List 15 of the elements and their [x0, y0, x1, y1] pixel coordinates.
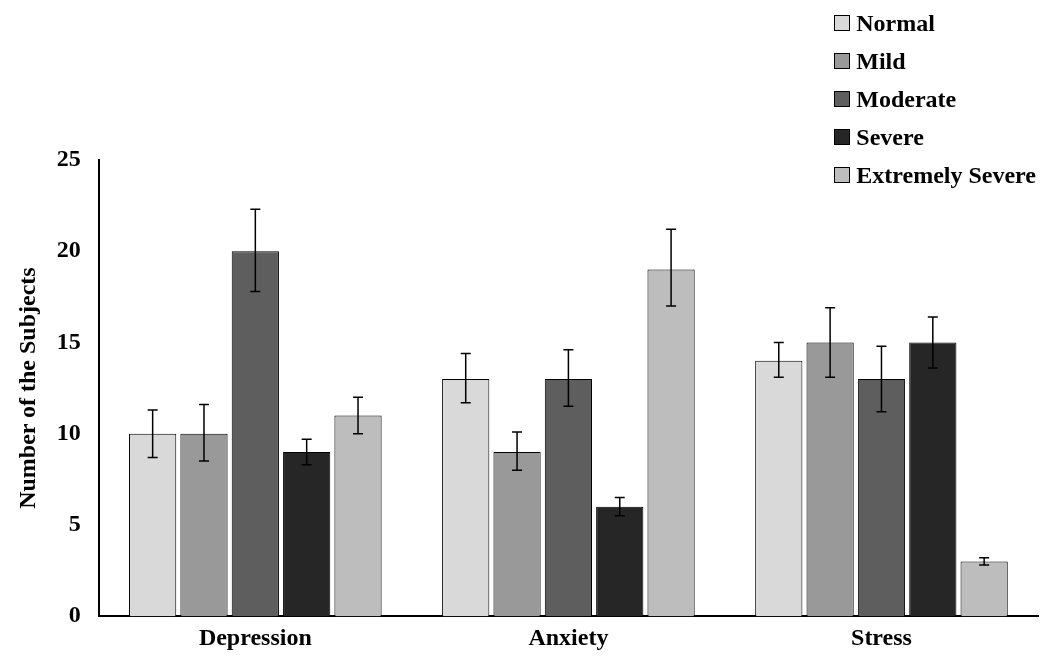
y-axis-title: Number of the Subjects — [13, 267, 40, 509]
legend-label: Severe — [856, 123, 924, 152]
legend-label: Extremely Severe — [856, 161, 1036, 190]
legend-label: Normal — [856, 9, 935, 38]
y-tick-label: 25 — [56, 145, 81, 172]
x-tick-label: Depression — [198, 623, 312, 650]
y-tick-label: 10 — [56, 418, 81, 445]
y-tick-label: 0 — [68, 601, 81, 628]
y-tick-label: 20 — [56, 236, 81, 263]
x-tick-label: Stress — [851, 623, 912, 650]
legend-label: Moderate — [856, 85, 957, 114]
y-tick-label: 15 — [56, 327, 81, 354]
legend-label: Mild — [856, 47, 906, 76]
y-tick-label: 5 — [68, 510, 81, 537]
x-tick-label: Anxiety — [528, 623, 609, 650]
